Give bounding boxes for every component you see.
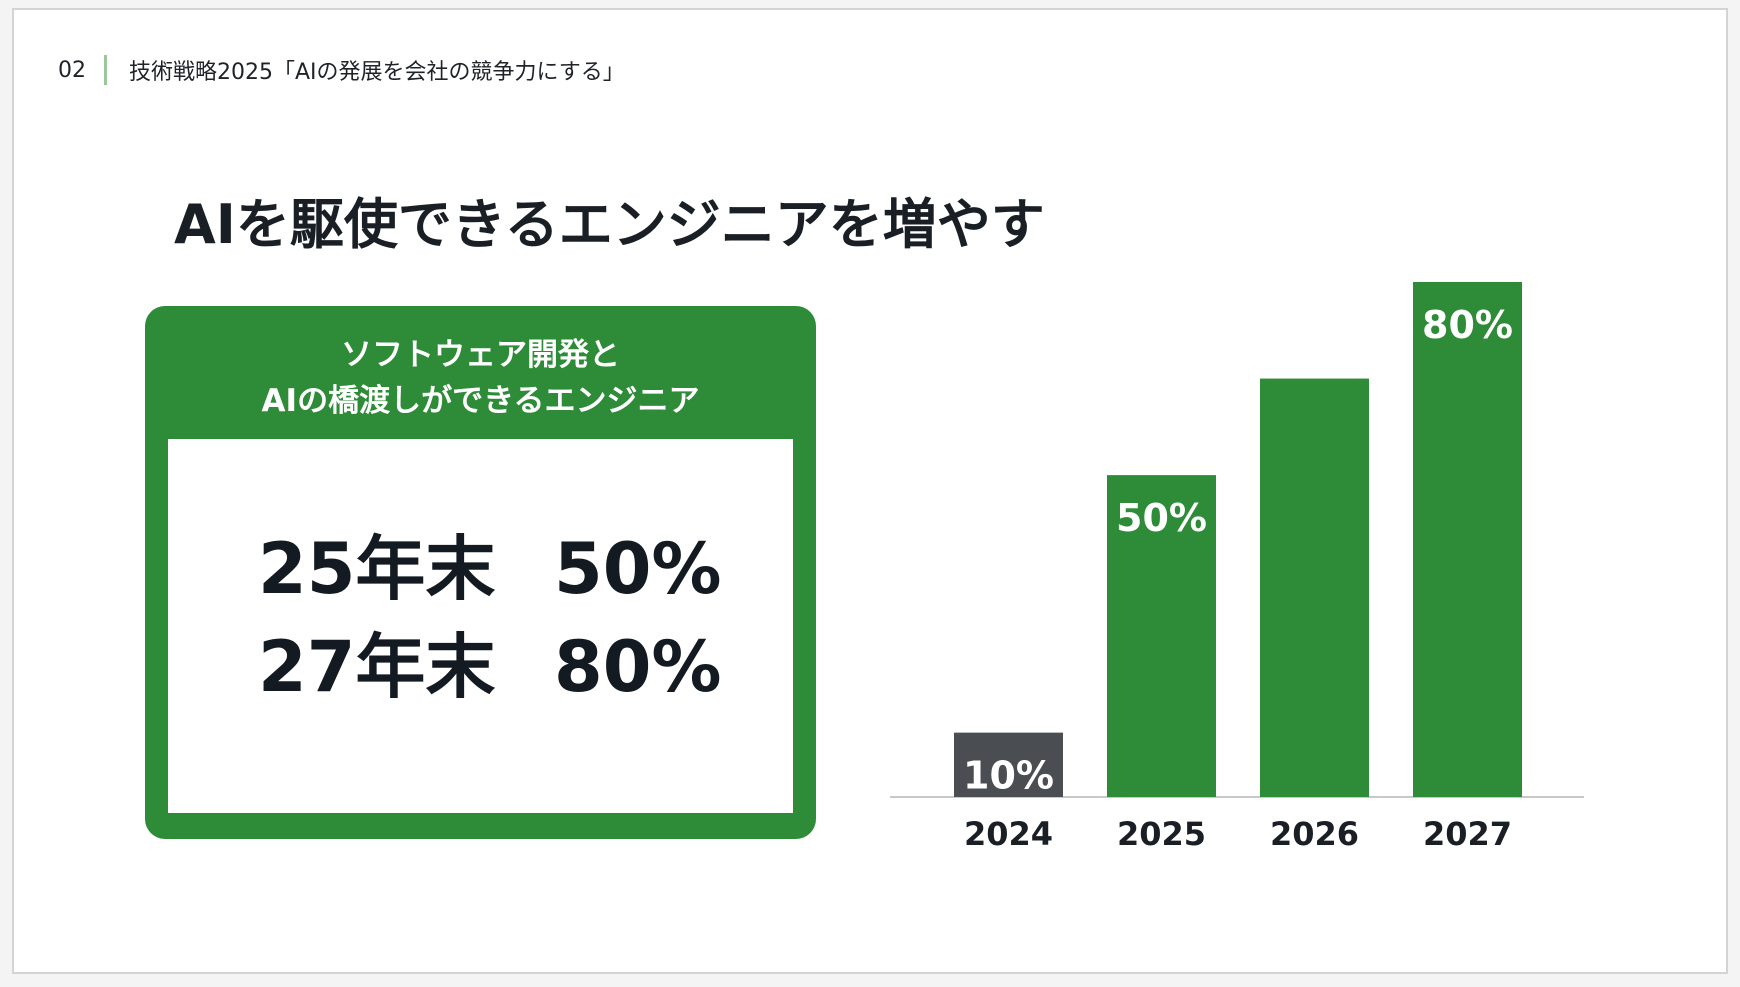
x-tick-label-2025: 2025: [1117, 815, 1206, 853]
stat-label: 27年末: [258, 626, 496, 708]
target-card: ソフトウェア開発と AIの橋渡しができるエンジニア 25年末 50% 27年末 …: [145, 306, 816, 839]
card-heading-line1: ソフトウェア開発と: [341, 337, 620, 373]
x-tick-label-2024: 2024: [964, 815, 1053, 853]
data-label-2025: 50%: [1116, 496, 1207, 540]
card-heading: ソフトウェア開発と AIの橋渡しができるエンジニア: [145, 332, 816, 424]
stat-value: 80%: [554, 626, 722, 708]
stat-row-2025: 25年末 50%: [258, 529, 722, 609]
data-label-2024: 10%: [963, 754, 1054, 798]
slide-header: 02 技術戦略2025「AIの発展を会社の競争力にする」: [58, 54, 625, 86]
page-number: 02: [58, 57, 86, 83]
bar-2027: [1413, 282, 1522, 797]
data-label-2027: 80%: [1422, 303, 1513, 347]
bar-2025: [1107, 475, 1216, 797]
section-title: 技術戦略2025「AIの発展を会社の競争力にする」: [129, 60, 625, 85]
header-divider: [104, 55, 107, 85]
x-tick-label-2027: 2027: [1423, 815, 1512, 853]
stat-row-2027: 27年末 80%: [258, 627, 722, 707]
x-tick-label-2026: 2026: [1270, 815, 1359, 853]
stat-value: 50%: [554, 528, 722, 610]
slide-title: AIを駆使できるエンジニアを増やす: [174, 193, 1045, 256]
bar-2026: [1260, 378, 1369, 797]
bar-2024: [954, 732, 1063, 797]
stat-label: 25年末: [258, 528, 496, 610]
card-body: 25年末 50% 27年末 80%: [168, 439, 793, 813]
card-heading-line2: AIの橋渡しができるエンジニア: [261, 383, 700, 419]
